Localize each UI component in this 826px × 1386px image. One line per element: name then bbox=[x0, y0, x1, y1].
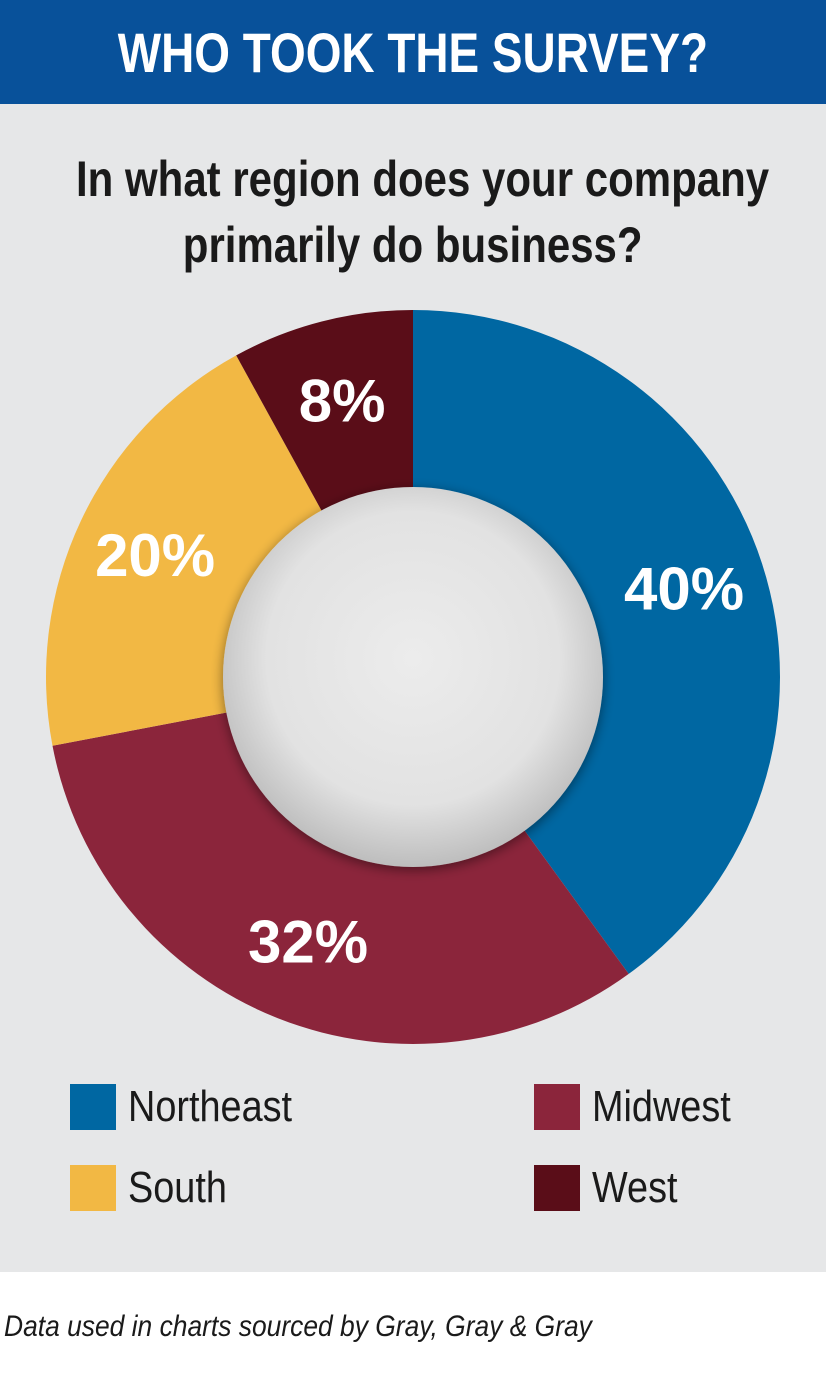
header-title: WHO TOOK THE SURVEY? bbox=[117, 20, 709, 84]
source-note: Data used in charts sourced by Gray, Gra… bbox=[4, 1310, 824, 1344]
header-banner: WHO TOOK THE SURVEY? bbox=[0, 0, 826, 104]
slice-midwest bbox=[52, 677, 629, 1044]
chart-question: In what region does your company primari… bbox=[10, 146, 816, 278]
source-text: Data used in charts sourced by Gray, Gra… bbox=[4, 1310, 592, 1343]
slice-label-west: 8% bbox=[299, 367, 386, 434]
slice-label-south: 20% bbox=[95, 522, 215, 589]
slice-label-northeast: 40% bbox=[624, 555, 744, 622]
slice-label-midwest: 32% bbox=[248, 908, 368, 975]
question-line-1: In what region does your company bbox=[76, 151, 770, 207]
question-line-2: primarily do business? bbox=[183, 217, 643, 273]
donut-hole bbox=[223, 487, 603, 867]
